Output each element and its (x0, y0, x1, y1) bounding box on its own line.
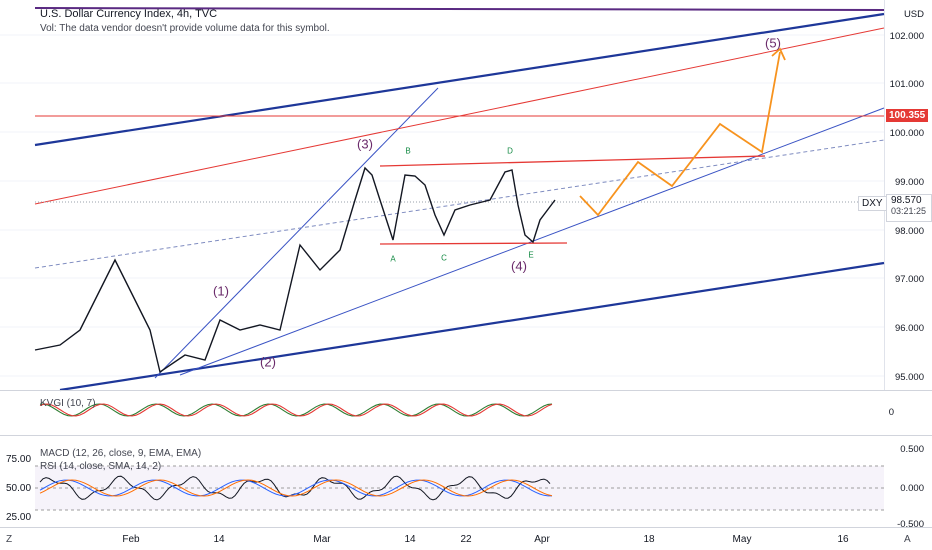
kvo-tick: 0 (888, 407, 894, 418)
wave-label-5: (5) (765, 35, 781, 51)
macd-tick: 0.000 (900, 483, 924, 494)
price-tick: 96.000 (894, 323, 924, 334)
macd-signal-line (39, 479, 553, 497)
point-label-b: B (405, 146, 411, 156)
point-label-e: E (528, 250, 534, 260)
projection-arrowhead (771, 47, 786, 61)
wave-label-3: (3) (357, 136, 373, 152)
price-tick: 100.000 (889, 128, 924, 139)
chart-title: U.S. Dollar Currency Index, 4h, TVC (40, 8, 218, 20)
price-tick: 97.000 (894, 274, 924, 285)
volume-note: Vol: The data vendor doesn't provide vol… (40, 23, 330, 34)
kvo-label: KVGI (10, 7) (40, 398, 96, 409)
time-tick: May (732, 534, 752, 545)
point-label-a: A (390, 254, 396, 264)
pane-separator[interactable] (0, 390, 932, 391)
macd-label: MACD (12, 26, close, 9, EMA, EMA) (40, 448, 202, 459)
last-price-badge: 98.570 03:21:25 (886, 194, 932, 222)
rsi-tick: 25.00 (6, 512, 32, 523)
time-tick: 14 (404, 534, 416, 545)
price-tick: 95.000 (894, 372, 924, 383)
point-label-d: D (507, 146, 513, 156)
time-axis-border (0, 527, 932, 528)
time-tick: Apr (534, 534, 550, 545)
point-label-c: C (441, 253, 447, 263)
wave-label-1: (1) (213, 283, 229, 299)
projection-path (579, 51, 781, 217)
auto-scale-toggle[interactable]: A (904, 534, 911, 545)
symbol-badge: DXY (858, 196, 887, 211)
time-tick: 14 (213, 534, 225, 545)
currency-label: USD (903, 9, 924, 20)
time-tick: 22 (460, 534, 472, 545)
macd-tick: 0.500 (900, 444, 924, 455)
log-scale-toggle[interactable]: Z (6, 534, 13, 545)
level-price-badge: 100.355 (886, 109, 929, 122)
wave-trendline (154, 87, 439, 379)
triangle-upper-line (379, 155, 766, 167)
rsi-label: RSI (14, close, SMA, 14, 2) (40, 461, 162, 472)
time-tick: Mar (313, 534, 331, 545)
countdown: 03:21:25 (891, 206, 927, 216)
price-tick: 101.000 (889, 79, 924, 90)
wave-label-2: (2) (260, 354, 276, 370)
last-price: 98.570 (891, 195, 922, 206)
triangle-lower-line (379, 242, 568, 245)
time-tick: 18 (643, 534, 655, 545)
dashed-midline (34, 139, 885, 269)
macd-tick: -0.500 (897, 519, 924, 530)
wave-label-4: (4) (511, 258, 527, 274)
price-tick: 102.000 (889, 31, 924, 42)
trendline-purple (34, 7, 885, 11)
rsi-tick: 75.00 (6, 454, 32, 465)
time-tick: 16 (837, 534, 849, 545)
price-series (34, 166, 556, 374)
price-tick: 98.000 (894, 226, 924, 237)
time-tick: Feb (122, 534, 140, 545)
kvo-signal-line (39, 403, 553, 417)
pane-separator[interactable] (0, 435, 932, 436)
channel-upper-line (34, 12, 885, 147)
rsi-tick: 50.00 (6, 483, 32, 494)
price-tick: 99.000 (894, 177, 924, 188)
